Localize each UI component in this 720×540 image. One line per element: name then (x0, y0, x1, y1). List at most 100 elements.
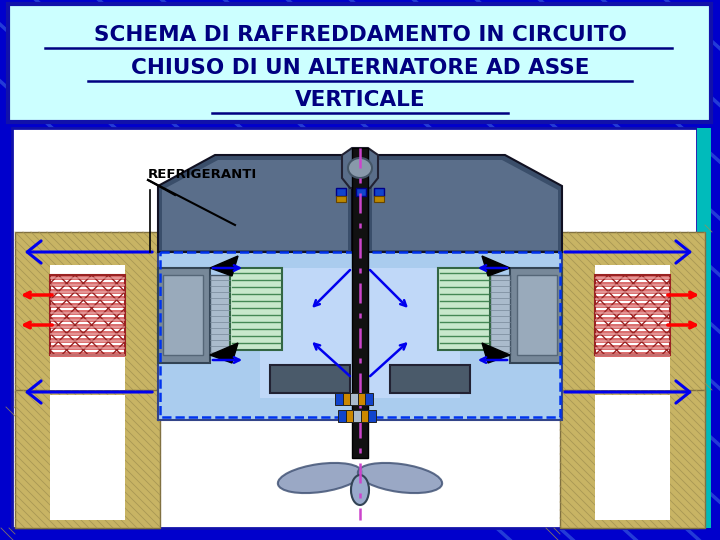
Bar (50, 338, 125, 343)
Bar (595, 305, 670, 307)
Bar (50, 395, 125, 520)
Bar (230, 268, 282, 350)
Bar (343, 393, 350, 405)
Bar (595, 291, 670, 293)
Bar (595, 326, 670, 328)
Text: CHIUSO DI UN ALTERNATORE AD ASSE: CHIUSO DI UN ALTERNATORE AD ASSE (131, 58, 589, 78)
FancyBboxPatch shape (8, 4, 711, 122)
Bar (12, 128, 697, 528)
Bar (50, 291, 125, 293)
Bar (595, 296, 670, 301)
Bar (595, 310, 670, 315)
Bar (595, 331, 670, 336)
Bar (270, 365, 350, 393)
Bar (50, 282, 125, 287)
Bar (365, 393, 373, 405)
Bar (15, 232, 160, 407)
Polygon shape (162, 160, 348, 250)
Bar (210, 275, 230, 355)
Bar (374, 196, 384, 202)
Bar (338, 410, 346, 422)
Bar (595, 345, 670, 350)
Bar (595, 303, 670, 308)
Bar (697, 128, 711, 528)
Bar (595, 340, 670, 342)
Bar (50, 284, 125, 286)
Bar (50, 277, 125, 279)
Bar (50, 324, 125, 329)
Bar (50, 333, 125, 335)
Bar (336, 188, 346, 196)
Bar (438, 268, 490, 350)
Bar (490, 275, 510, 355)
Bar (350, 393, 358, 405)
Bar (595, 312, 670, 314)
Bar (595, 324, 670, 329)
Bar (390, 365, 470, 393)
Bar (50, 347, 125, 349)
Bar (595, 395, 670, 520)
Bar (158, 252, 562, 420)
Polygon shape (342, 148, 378, 188)
Bar (517, 275, 557, 355)
Bar (595, 282, 670, 287)
Bar (50, 340, 125, 342)
Bar (368, 410, 376, 422)
Ellipse shape (351, 475, 369, 505)
Bar (15, 390, 160, 528)
Ellipse shape (278, 463, 362, 493)
Ellipse shape (348, 158, 372, 178)
Polygon shape (372, 160, 558, 250)
Bar (595, 319, 670, 321)
Bar (50, 345, 125, 350)
Bar (50, 298, 125, 300)
Text: REFRIGERANTI: REFRIGERANTI (148, 167, 257, 180)
Polygon shape (210, 256, 238, 276)
Bar (335, 393, 343, 405)
Bar (158, 268, 210, 363)
Bar (50, 326, 125, 328)
Bar (352, 148, 368, 458)
Bar (50, 289, 125, 294)
Ellipse shape (358, 463, 442, 493)
Bar (50, 265, 125, 390)
Bar (346, 410, 353, 422)
Bar (50, 275, 125, 280)
Bar (595, 347, 670, 349)
Bar (595, 289, 670, 294)
Bar (50, 331, 125, 336)
Bar (50, 275, 125, 355)
Bar (595, 317, 670, 322)
Bar (595, 275, 670, 355)
Bar (560, 232, 705, 407)
Bar (50, 312, 125, 314)
Bar (595, 284, 670, 286)
Polygon shape (482, 343, 510, 363)
Bar (595, 352, 670, 357)
Bar (160, 252, 560, 417)
Bar (374, 188, 384, 196)
Bar (595, 354, 670, 356)
Polygon shape (482, 256, 510, 276)
Bar (50, 352, 125, 357)
Polygon shape (368, 155, 562, 252)
Text: VERTICALE: VERTICALE (294, 90, 426, 110)
Bar (50, 354, 125, 356)
Bar (260, 268, 460, 398)
Bar (595, 275, 670, 280)
Bar (50, 310, 125, 315)
Bar (595, 277, 670, 279)
Bar (336, 196, 346, 202)
Bar (50, 296, 125, 301)
Bar (595, 333, 670, 335)
Text: SCHEMA DI RAFFREDDAMENTO IN CIRCUITO: SCHEMA DI RAFFREDDAMENTO IN CIRCUITO (94, 25, 626, 45)
Polygon shape (158, 155, 352, 252)
Bar (361, 410, 368, 422)
Bar (353, 410, 361, 422)
Bar (510, 268, 562, 363)
Bar (595, 298, 670, 300)
Bar (358, 393, 365, 405)
Bar (50, 303, 125, 308)
Bar (50, 305, 125, 307)
Bar (560, 390, 705, 528)
